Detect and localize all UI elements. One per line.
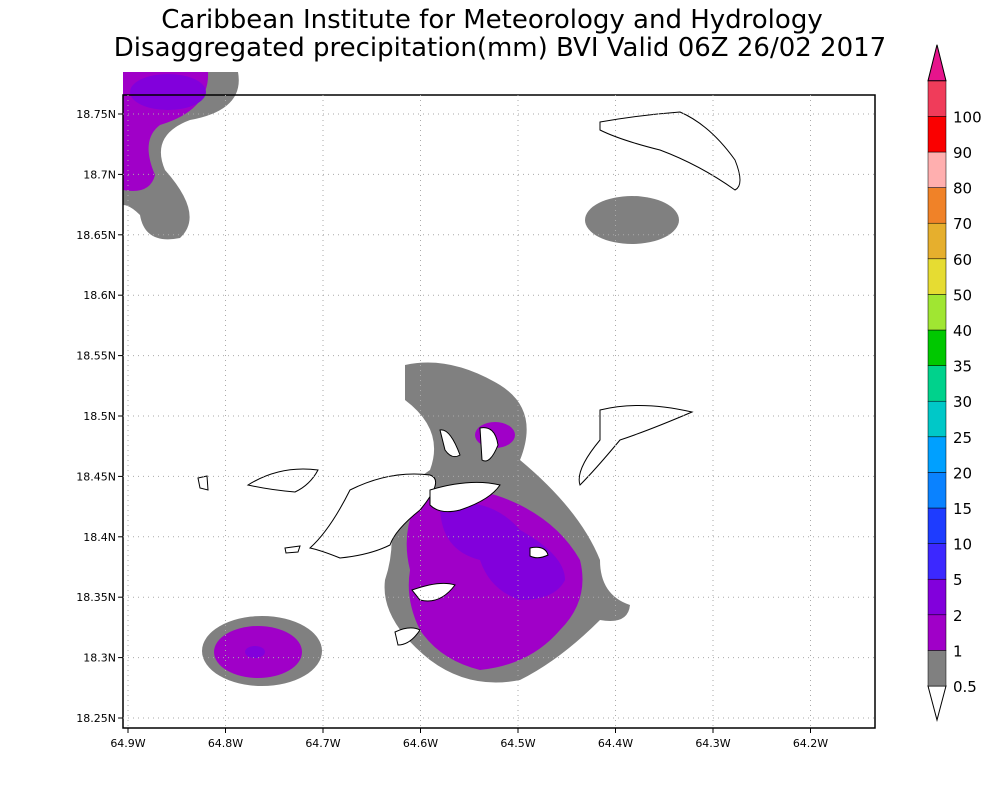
x-tick-label: 64.4W <box>598 737 633 750</box>
y-tick-label: 18.75N <box>76 108 116 121</box>
colorbar-box <box>927 578 947 616</box>
x-tick-label: 64.8W <box>208 737 243 750</box>
colorbar-box <box>927 436 947 473</box>
y-tick-label: 18.55N <box>76 350 116 363</box>
y-tick-label: 18.65N <box>76 229 116 242</box>
colorbar-box <box>927 187 947 224</box>
colorbar-label: 40 <box>953 322 972 340</box>
y-tick-label: 18.25N <box>76 712 116 725</box>
title-line1: Caribbean Institute for Meteorology and … <box>161 5 822 35</box>
colorbar-box <box>927 365 947 402</box>
precipitation-field <box>123 72 679 686</box>
island <box>284 545 301 554</box>
colorbar-label: 70 <box>953 215 972 233</box>
island <box>578 405 694 486</box>
y-tick-label: 18.6N <box>83 289 116 302</box>
y-tick-label: 18.35N <box>76 591 116 604</box>
island <box>599 111 741 191</box>
colorbar-label: 35 <box>953 358 972 376</box>
colorbar-box <box>927 329 947 366</box>
colorbar-box <box>927 543 947 580</box>
island <box>394 627 421 646</box>
colorbar-label: 100 <box>953 108 982 126</box>
islands <box>197 111 741 646</box>
map-frame <box>122 94 876 729</box>
y-tick-label: 18.45N <box>76 470 116 483</box>
colorbar-box <box>927 472 947 509</box>
colorbar-box <box>927 294 947 331</box>
contour-5 <box>440 502 565 600</box>
contour-5 <box>245 646 265 658</box>
colorbar-label: 60 <box>953 251 972 269</box>
y-tick-label: 18.5N <box>83 410 116 423</box>
y-tick-label: 18.3N <box>83 652 116 665</box>
colorbar-label: 30 <box>953 393 972 411</box>
island <box>439 429 461 458</box>
colorbar-box <box>927 650 947 687</box>
x-tick-label: 64.3W <box>695 737 730 750</box>
island <box>246 468 319 493</box>
x-tick-label: 64.5W <box>500 737 535 750</box>
island <box>197 475 209 491</box>
island <box>529 546 549 559</box>
contour-5 <box>130 74 206 110</box>
island <box>429 481 501 513</box>
colorbar-label: 25 <box>953 429 972 447</box>
x-tick-label: 64.2W <box>793 737 828 750</box>
colorbar-triangle <box>927 44 947 82</box>
colorbar-label: 2 <box>953 607 963 625</box>
colorbar-box <box>927 116 947 153</box>
colorbar-box <box>927 258 947 295</box>
island <box>308 473 437 559</box>
colorbar-label: 0.5 <box>953 678 977 696</box>
colorbar-triangle <box>927 685 947 722</box>
colorbar-label: 5 <box>953 571 963 589</box>
colorbar-label: 20 <box>953 464 972 482</box>
contour-1 <box>585 196 679 244</box>
colorbar-box <box>927 507 947 544</box>
colorbar-label: 90 <box>953 144 972 162</box>
x-tick-label: 64.9W <box>110 737 145 750</box>
colorbar-label: 80 <box>953 180 972 198</box>
y-tick-label: 18.7N <box>83 168 116 181</box>
colorbar-box <box>927 222 947 260</box>
colorbar-box <box>927 614 947 651</box>
colorbar-label: 15 <box>953 500 972 518</box>
colorbar-box <box>927 400 947 438</box>
island <box>479 427 499 462</box>
island <box>411 582 456 602</box>
colorbar-label: 50 <box>953 286 972 304</box>
title-line2: Disaggregated precipitation(mm) BVI Vali… <box>114 33 886 63</box>
x-tick-label: 64.6W <box>403 737 438 750</box>
x-tick-label: 64.7W <box>305 737 340 750</box>
colorbar-box <box>927 80 947 117</box>
colorbar-label: 10 <box>953 536 972 554</box>
colorbar-label: 1 <box>953 642 963 660</box>
colorbar-box <box>927 151 947 188</box>
y-tick-label: 18.4N <box>83 531 116 544</box>
